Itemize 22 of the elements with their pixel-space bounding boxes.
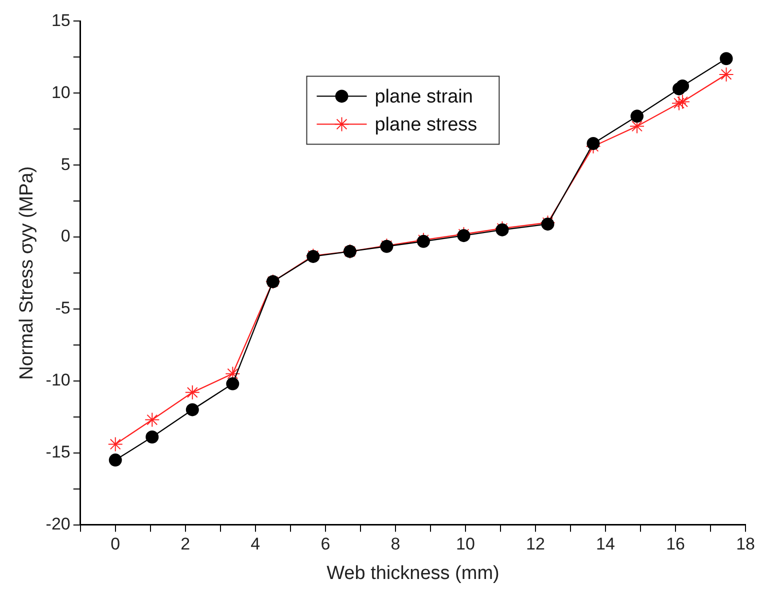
y-tick-label: -5	[55, 298, 70, 318]
x-tick-label: 6	[320, 534, 330, 554]
x-tick-label: 4	[250, 534, 260, 554]
x-tick-label: 14	[596, 534, 615, 554]
y-tick-label: 15	[51, 10, 70, 30]
x-tick-label: 10	[456, 534, 475, 554]
y-tick-label: 10	[51, 82, 70, 102]
x-tick-label: 0	[110, 534, 120, 554]
y-tick-label: 0	[60, 226, 70, 246]
x-tick-label: 8	[390, 534, 400, 554]
y-tick-label: -15	[46, 442, 70, 462]
x-tick-label: 12	[526, 534, 545, 554]
x-axis-title: Web thickness (mm)	[326, 562, 500, 584]
y-tick-label: -20	[46, 514, 70, 534]
x-tick-label: 18	[736, 534, 756, 554]
legend-label: plane strain	[374, 86, 473, 108]
y-tick-label: 5	[60, 154, 70, 174]
legend-label: plane stress	[374, 114, 478, 136]
y-tick-label: -10	[46, 370, 70, 390]
x-tick-label: 2	[180, 534, 190, 554]
x-tick-label: 16	[666, 534, 685, 554]
y-axis-title: Normal Stress σyy (MPa)	[16, 166, 38, 380]
